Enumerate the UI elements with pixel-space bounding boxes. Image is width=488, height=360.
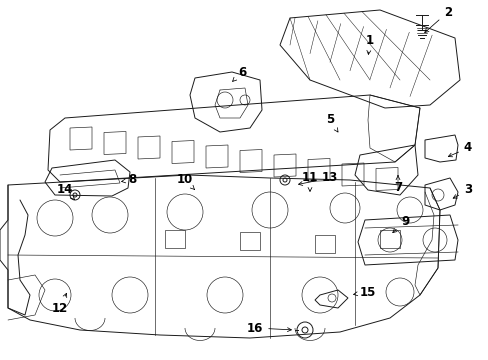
Text: 5: 5 <box>325 113 337 132</box>
Text: 3: 3 <box>452 184 471 198</box>
Text: 11: 11 <box>301 171 318 192</box>
Text: 15: 15 <box>353 285 375 298</box>
Text: 1: 1 <box>365 33 373 54</box>
Text: 10: 10 <box>177 174 194 189</box>
Text: 12: 12 <box>52 293 68 315</box>
Text: 16: 16 <box>246 321 291 334</box>
Text: 9: 9 <box>392 216 408 233</box>
Text: 2: 2 <box>424 5 451 33</box>
Text: 7: 7 <box>393 176 401 194</box>
Text: 8: 8 <box>122 174 136 186</box>
Text: 4: 4 <box>447 141 471 157</box>
Text: 14: 14 <box>57 184 74 199</box>
Text: 6: 6 <box>232 66 245 81</box>
Text: 13: 13 <box>298 171 337 185</box>
